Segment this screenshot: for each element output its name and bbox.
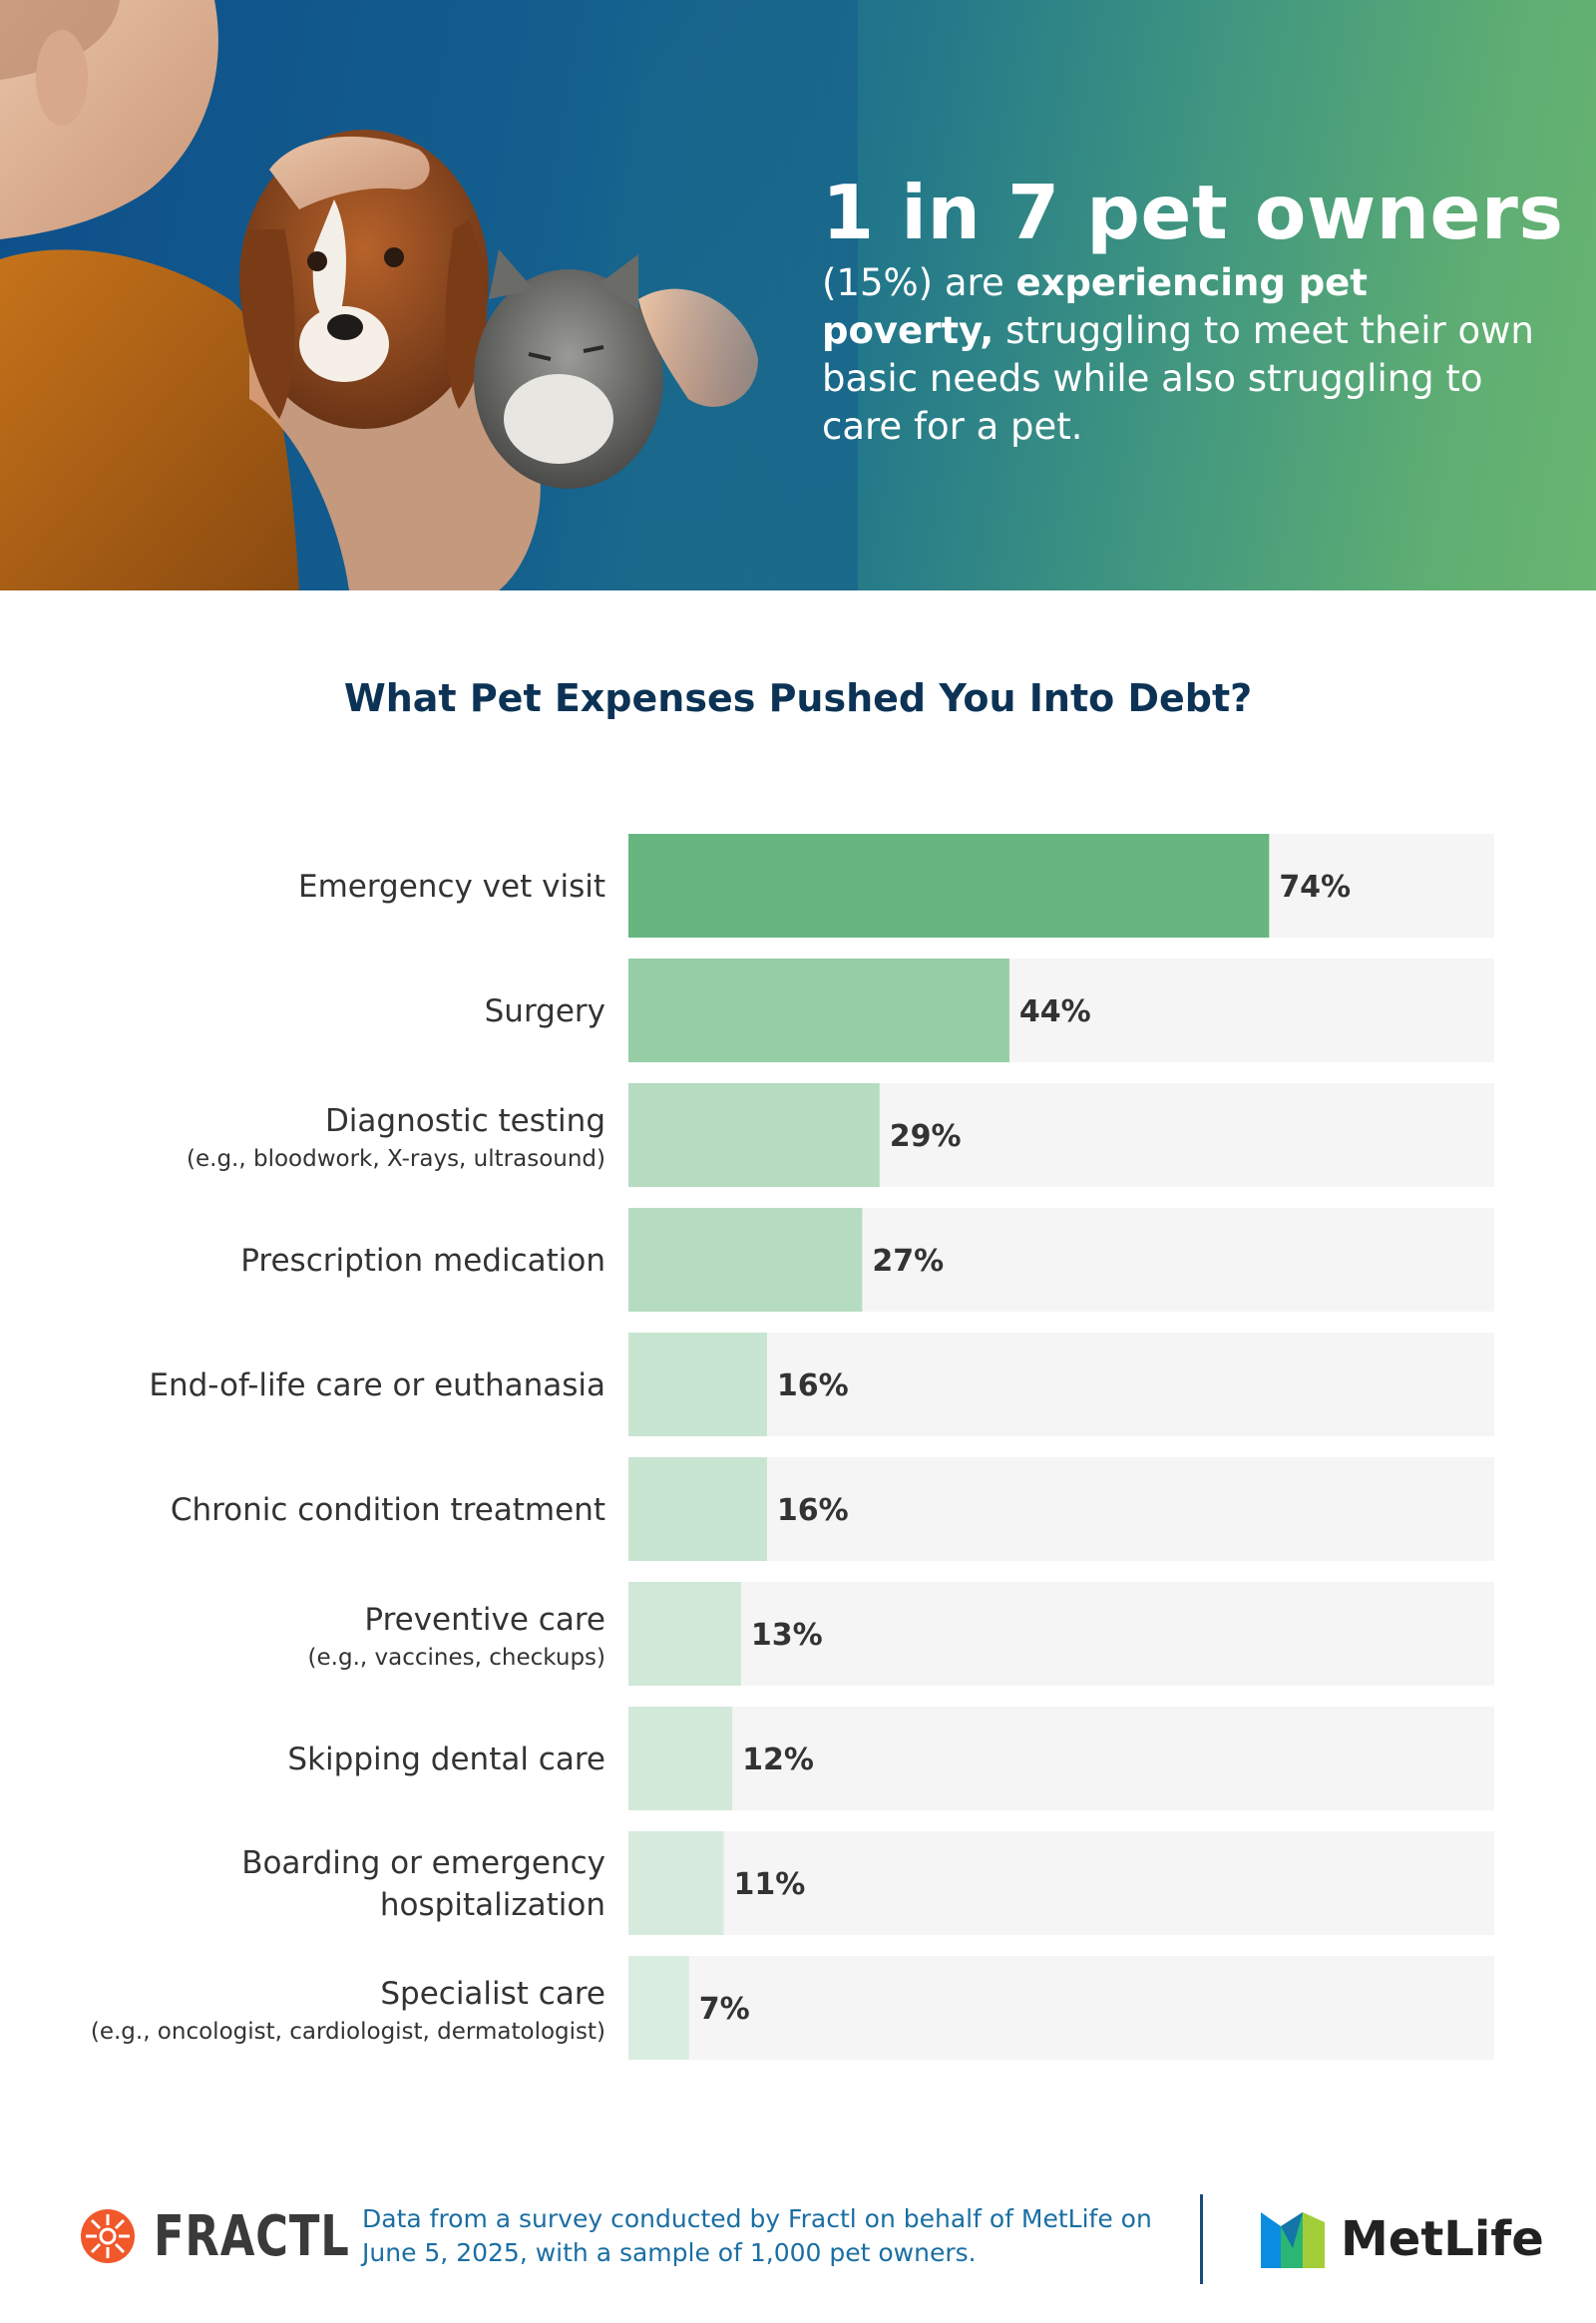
bar-track	[628, 1333, 1494, 1436]
bar	[628, 834, 1270, 938]
bar	[628, 1457, 767, 1561]
survey-source-note: Data from a survey conducted by Fractl o…	[362, 2204, 1152, 2267]
category-label: Prescription medication	[240, 1243, 605, 1279]
bar-track	[628, 1956, 1494, 2060]
category-sublabel: (e.g., bloodwork, X-rays, ultrasound)	[187, 1146, 605, 1172]
category-sublabel: (e.g., vaccines, checkups)	[308, 1645, 605, 1671]
chart-title: What Pet Expenses Pushed You Into Debt?	[343, 676, 1253, 720]
hero-body-rest: struggling to meet their own basic needs…	[822, 309, 1534, 448]
metlife-m-icon	[1261, 2212, 1325, 2268]
hero-banner: 1 in 7 pet owners (15%) are experiencing…	[0, 0, 1596, 590]
bar	[628, 1083, 880, 1187]
bar-track	[628, 1707, 1494, 1810]
category-label: Surgery	[485, 993, 605, 1029]
bar	[628, 1333, 767, 1436]
bar-value-label: 74%	[1279, 870, 1351, 905]
category-label: Emergency vet visit	[298, 869, 605, 905]
bar-track	[628, 1582, 1494, 1686]
hero-body-emphasis: experiencing pet poverty,	[822, 261, 1368, 352]
bar	[628, 1208, 863, 1312]
bar-value-label: 27%	[872, 1244, 944, 1279]
bar	[628, 1707, 733, 1810]
bar-value-label: 11%	[733, 1867, 805, 1902]
bar-value-label: 7%	[699, 1992, 750, 2027]
bar-track	[628, 1457, 1494, 1561]
hero-text: 1 in 7 pet owners (15%) are experiencing…	[822, 168, 1564, 451]
bar-value-label: 12%	[742, 1742, 814, 1777]
bar-value-label: 13%	[751, 1618, 823, 1653]
fractl-wordmark: FRACTL	[154, 2203, 350, 2269]
category-label: Chronic condition treatment	[171, 1492, 605, 1528]
category-label: Boarding or emergency	[241, 1845, 605, 1881]
fractl-sun-icon	[81, 2209, 135, 2263]
category-label: Diagnostic testing	[325, 1103, 605, 1139]
category-sublabel: (e.g., oncologist, cardiologist, dermato…	[91, 2019, 605, 2045]
metlife-logo: MetLife	[1261, 2208, 1544, 2270]
bar	[628, 1582, 741, 1686]
bar-value-label: 29%	[890, 1119, 962, 1154]
bar-value-label: 44%	[1019, 994, 1091, 1029]
category-label: End-of-life care or euthanasia	[149, 1367, 605, 1403]
bar	[628, 959, 1009, 1062]
category-label: Preventive care	[364, 1602, 605, 1638]
bar-value-label: 16%	[777, 1368, 849, 1403]
category-label: hospitalization	[380, 1887, 605, 1923]
bar	[628, 1831, 724, 1935]
bar-value-label: 16%	[777, 1493, 849, 1528]
debt-expenses-bar-chart: 74% Emergency vet visit 44% Surgery 29% Diagn…	[91, 834, 1494, 2060]
fractl-logo: FRACTL	[80, 2203, 399, 2269]
hero-headline: 1 in 7 pet owners	[822, 169, 1564, 256]
footer-divider	[1200, 2194, 1203, 2284]
bar-track	[628, 1831, 1494, 1935]
hero-body: (15%) are experiencing pet poverty, stru…	[822, 259, 1540, 451]
metlife-wordmark: MetLife	[1341, 2211, 1544, 2267]
pet-owner-photo	[0, 0, 858, 590]
category-label: Specialist care	[380, 1976, 605, 2012]
bar	[628, 1956, 689, 2060]
hero-body-prefix: (15%) are	[822, 261, 1016, 304]
category-label: Skipping dental care	[287, 1742, 605, 1777]
